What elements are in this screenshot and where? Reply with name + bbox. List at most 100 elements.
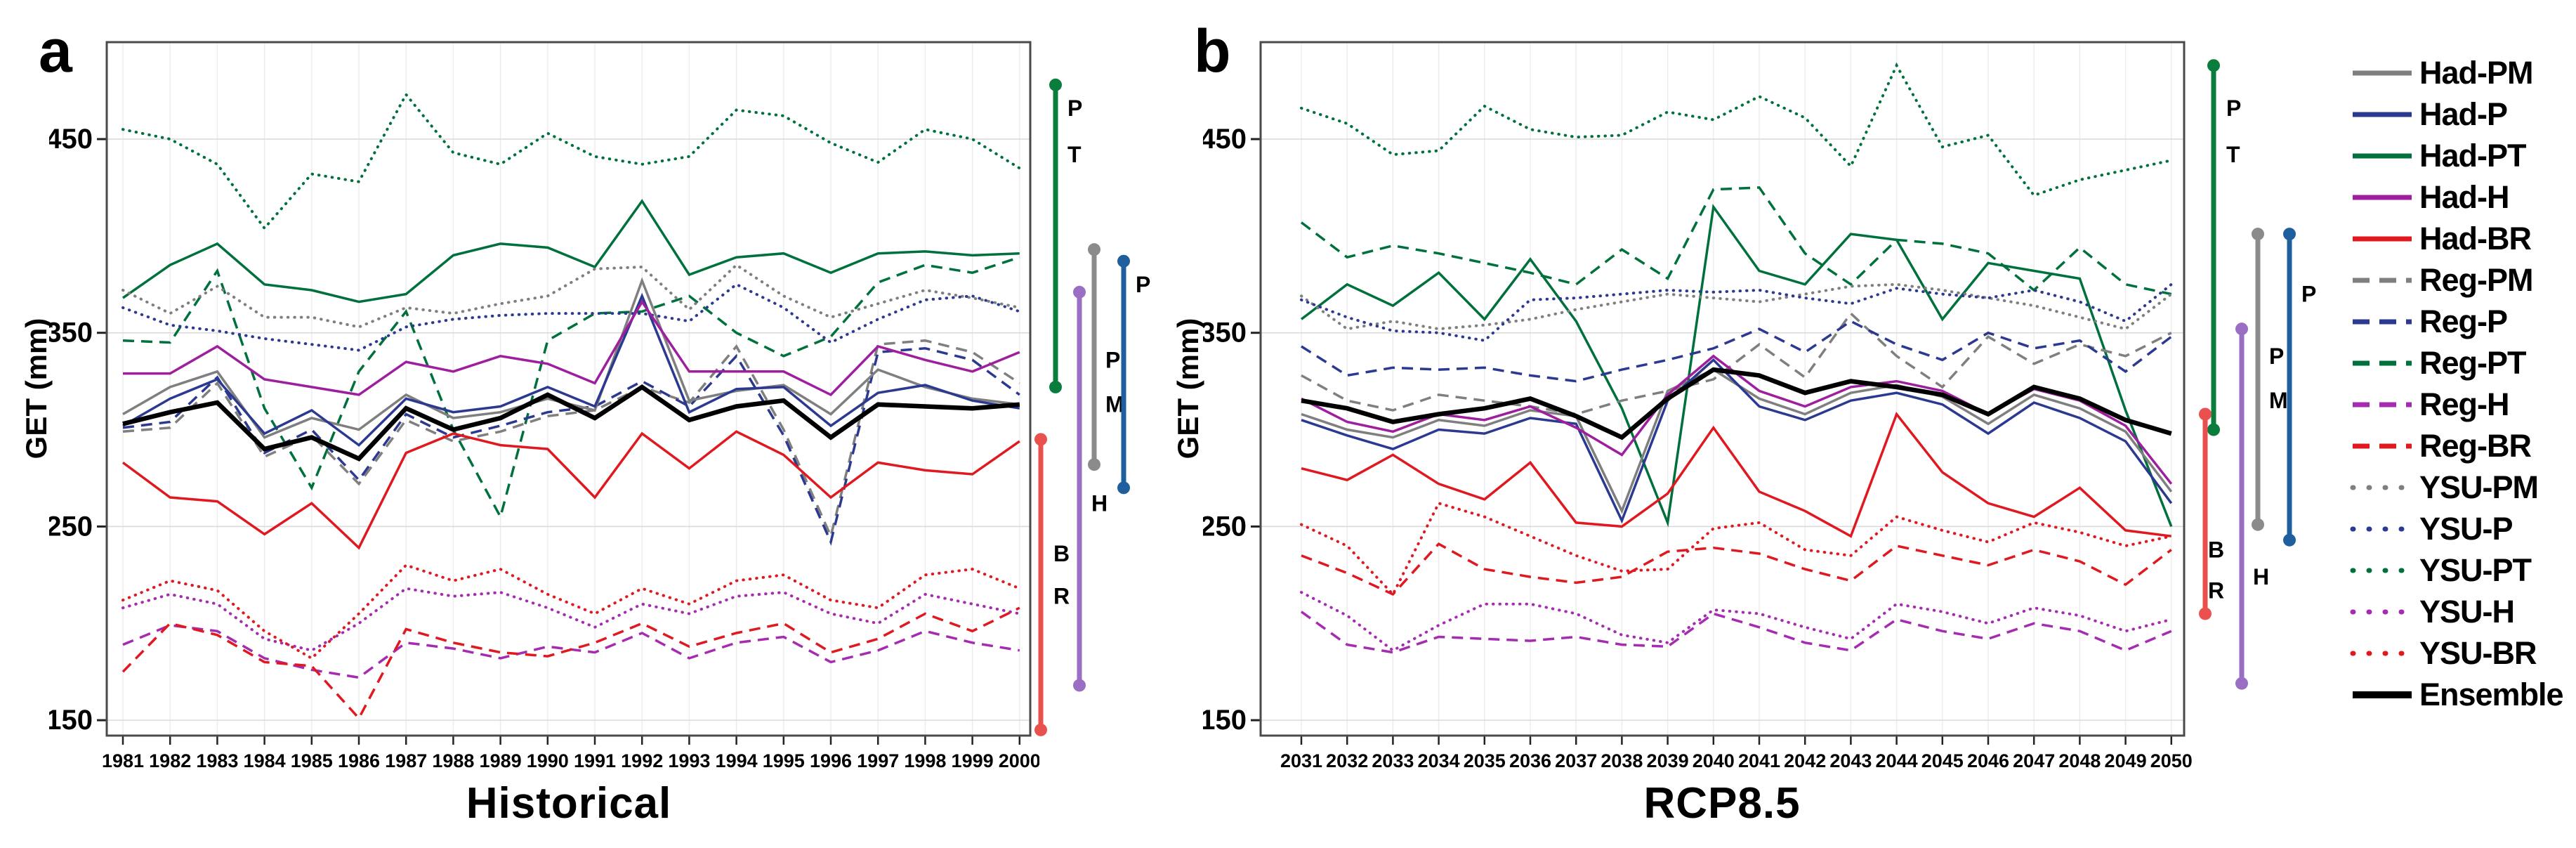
series-Reg-BR: [1301, 542, 2172, 596]
x-tick-label: 1981: [102, 750, 144, 771]
legend-label: Reg-P: [2419, 303, 2508, 339]
legend-label: YSU-PM: [2419, 469, 2539, 505]
legend-label: YSU-BR: [2419, 634, 2537, 671]
series-Reg-P: [1301, 320, 2172, 383]
x-tick-label: 2043: [1829, 750, 1872, 771]
y-tick-label: 150: [1203, 705, 1247, 736]
x-tick-label: 1995: [763, 750, 805, 771]
legend-item-Reg-H: Reg-H: [2350, 384, 2563, 425]
y-tick-label: 250: [1203, 511, 1247, 542]
panel-b-y-axis-label: GET (mm): [1171, 318, 1204, 459]
range-bar-cap: [1117, 481, 1130, 495]
x-tick-label: 1989: [480, 750, 522, 771]
range-bar-cap: [2199, 607, 2212, 620]
panel-a-y-axis-label: GET (mm): [20, 318, 53, 459]
x-tick-label: 2048: [2058, 750, 2101, 771]
range-bar-cap: [2252, 518, 2264, 531]
x-tick-label: 1992: [621, 750, 663, 771]
series-Had-BR: [121, 430, 1020, 550]
range-bar-label-H: H: [2253, 564, 2269, 589]
series-YSU-P: [121, 282, 1021, 352]
legend-line-sample: [2353, 112, 2412, 117]
legend-label: Had-P: [2419, 96, 2508, 132]
series-Reg-BR: [121, 606, 1020, 721]
legend-label: Had-PT: [2419, 137, 2526, 174]
panel-a-title: Historical: [466, 779, 672, 828]
range-bar-label-PT: P: [2226, 96, 2241, 121]
legend-item-Reg-BR: Reg-BR: [2350, 425, 2563, 467]
legend-line-sample: [2353, 443, 2412, 448]
range-bar-cap: [2207, 59, 2220, 72]
x-tick-label: 2037: [1555, 750, 1597, 771]
y-tick-label: 450: [1203, 124, 1247, 155]
legend-line-sample: [2353, 360, 2412, 365]
legend-item-YSU-PM: YSU-PM: [2350, 467, 2563, 508]
range-bar-label-PM: P: [2269, 344, 2284, 369]
range-bar-cap: [2207, 423, 2220, 436]
legend-line-sample: [2353, 236, 2412, 241]
range-bar-cap: [1049, 78, 1062, 91]
series-Reg-PT: [122, 256, 1020, 521]
x-tick-label: 2038: [1601, 750, 1643, 771]
x-tick-label: 2035: [1464, 750, 1506, 771]
range-bar-cap: [1073, 285, 1086, 299]
x-tick-label: 2039: [1647, 750, 1689, 771]
y-tick-label: 150: [49, 705, 93, 736]
series-Had-P: [1301, 358, 2173, 524]
range-bar-cap: [2283, 533, 2296, 547]
panel-b-letter: b: [1194, 18, 1231, 85]
legend-item-Ensemble: Ensemble: [2350, 674, 2564, 715]
range-bar-label-PM: M: [1105, 392, 1124, 417]
x-tick-label: 2047: [2013, 750, 2055, 771]
y-tick-label: 350: [49, 318, 93, 348]
range-bar-cap: [1088, 458, 1100, 471]
series-Had-P: [122, 292, 1020, 447]
series-Reg-PM: [122, 339, 1020, 540]
series-Reg-H: [1300, 611, 2172, 654]
series-Ensemble: [1301, 367, 2172, 441]
legend-line-sample: [2353, 691, 2412, 698]
legend-line-sample: [2353, 70, 2412, 75]
y-tick-label: 250: [49, 511, 93, 542]
range-bar-label-PM: P: [1105, 347, 1120, 372]
legend-label: Reg-BR: [2419, 427, 2532, 464]
series-YSU-PM: [1300, 282, 2173, 331]
legend-item-YSU-P: YSU-P: [2350, 508, 2563, 549]
legend-item-Had-H: Had-H: [2350, 176, 2563, 218]
range-bar-cap: [1088, 243, 1100, 256]
legend-line-sample: [2350, 651, 2414, 655]
legend-line-sample: [2353, 319, 2412, 324]
legend-line-sample: [2350, 568, 2414, 573]
x-tick-label: 2044: [1876, 750, 1918, 771]
legend-label: Had-H: [2419, 178, 2509, 215]
range-bar-label-PT: T: [1067, 142, 1082, 167]
x-tick-label: 1982: [149, 750, 191, 771]
legend-item-Reg-PM: Reg-PM: [2350, 259, 2563, 301]
x-tick-label: 2050: [2150, 750, 2193, 771]
range-bar-label-PT: P: [1067, 96, 1082, 121]
legend-line-sample: [2353, 278, 2412, 282]
legend-label: YSU-H: [2419, 593, 2515, 630]
series-YSU-PT: [1300, 62, 2173, 197]
series-Had-H: [123, 299, 1020, 397]
series-Had-PT: [1300, 203, 2173, 528]
x-tick-label: 2000: [999, 750, 1039, 771]
x-tick-label: 2046: [1967, 750, 2009, 771]
series-YSU-PM: [121, 263, 1021, 329]
legend-label: Reg-H: [2419, 386, 2509, 422]
range-bar-label-H: H: [1091, 490, 1108, 516]
range-bar-cap: [1034, 723, 1047, 736]
x-tick-label: 1985: [291, 750, 333, 771]
range-bar-cap: [1073, 679, 1086, 692]
y-tick-label: 450: [49, 124, 93, 155]
x-tick-label: 1984: [244, 750, 286, 771]
range-bar-label-PT: T: [2226, 142, 2240, 167]
range-bar-cap: [1117, 254, 1130, 268]
legend-line-sample: [2353, 195, 2412, 200]
range-bar-label-BR: B: [2208, 537, 2224, 563]
series-Had-H: [1301, 354, 2173, 485]
legend-item-YSU-PT: YSU-PT: [2350, 549, 2563, 591]
x-tick-label: 1987: [385, 750, 427, 771]
